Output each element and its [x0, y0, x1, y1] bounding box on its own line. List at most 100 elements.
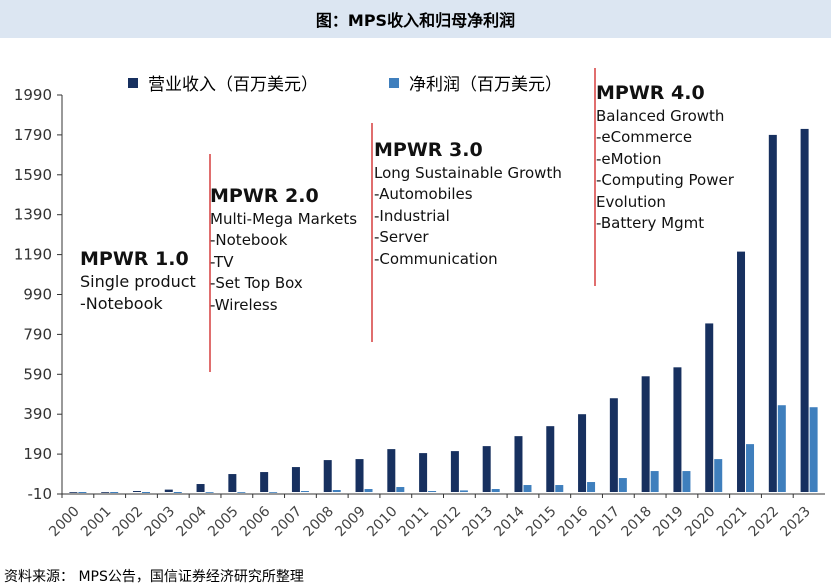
x-tick-label: 2010	[364, 504, 401, 541]
profit-bar	[428, 491, 437, 493]
era-item: -TV	[210, 252, 234, 271]
revenue-bar	[641, 376, 650, 493]
era-item: Evolution	[596, 192, 666, 211]
profit-bar	[777, 405, 786, 493]
revenue-bar	[673, 367, 682, 493]
revenue-bar	[355, 459, 364, 493]
y-tick-label: 590	[23, 365, 52, 383]
x-tick-label: 2021	[714, 504, 751, 541]
y-tick-label: 990	[23, 286, 52, 304]
era-item: -Server	[374, 228, 429, 246]
era-item: -Computing Power	[596, 171, 734, 189]
era-mpwr-1: MPWR 1.0 Single product -Notebook	[80, 247, 196, 315]
profit-bar	[173, 492, 182, 494]
profit-bar	[237, 492, 246, 493]
profit-bar	[746, 444, 755, 493]
era-subtitle: Multi-Mega Markets	[210, 210, 358, 228]
y-tick-label: 1990	[14, 86, 52, 104]
revenue-bar	[291, 467, 300, 493]
profit-bar	[110, 492, 119, 494]
x-tick-label: 2012	[428, 504, 465, 541]
revenue-bar	[800, 128, 809, 493]
profit-bar	[650, 471, 659, 493]
profit-bar	[587, 482, 596, 493]
revenue-bar	[164, 489, 173, 493]
x-tick-label: 2002	[110, 504, 147, 541]
chart-title: 图：MPS收入和归母净利润	[315, 11, 516, 30]
era-title: MPWR 3.0	[374, 139, 483, 161]
x-tick-label: 2017	[587, 504, 624, 541]
profit-bar	[364, 489, 373, 493]
x-tick-label: 2011	[396, 504, 433, 541]
y-tick-label: 1790	[14, 126, 52, 144]
revenue-bar	[514, 436, 523, 493]
revenue-bar	[546, 426, 555, 493]
revenue-bar	[69, 492, 78, 493]
profit-bar	[141, 492, 150, 494]
legend-profit-label: 净利润（百万美元）	[409, 75, 562, 95]
x-tick-label: 2023	[777, 504, 814, 541]
profit-bar	[714, 459, 723, 493]
x-tick-label: 2007	[269, 504, 306, 541]
profit-bar	[618, 478, 627, 493]
legend-profit: 净利润（百万美元）	[389, 70, 562, 95]
era-item: -Set Top Box	[210, 274, 303, 292]
y-tick-label: -10	[28, 485, 53, 503]
era-item: -Communication	[374, 249, 498, 268]
revenue-profit-chart: -10 190 390 590 790 990 1190 1390 1590 1790 1990 20…	[14, 68, 825, 541]
profit-bar	[78, 492, 87, 494]
era-mpwr-3: MPWR 3.0 Long Sustainable Growth -Automo…	[374, 138, 562, 270]
profit-bar	[396, 487, 405, 493]
y-tick-label: 390	[23, 405, 52, 423]
revenue-bar	[578, 414, 587, 493]
era-item: -Automobiles	[374, 185, 473, 203]
legend-profit-swatch	[389, 77, 399, 88]
x-tick-label: 2018	[618, 504, 655, 541]
chart-title-bar: 图：MPS收入和归母净利润	[0, 0, 831, 38]
era-item: -Notebook	[210, 231, 288, 249]
revenue-bar	[228, 474, 237, 493]
era-subtitle: Single product	[80, 272, 196, 291]
y-tick-label: 1590	[14, 166, 52, 184]
era-mpwr-2: MPWR 2.0 Multi-Mega Markets -Notebook -T…	[210, 184, 357, 316]
x-tick-label: 2004	[173, 503, 210, 540]
profit-bar	[300, 491, 309, 493]
revenue-bar	[387, 449, 396, 493]
x-tick-label: 2006	[237, 503, 274, 540]
era-item: -eCommerce	[596, 128, 693, 146]
revenue-bar	[737, 251, 746, 493]
x-tick-label: 2009	[332, 504, 369, 541]
era-title: MPWR 4.0	[596, 82, 705, 104]
era-item: -Wireless	[210, 295, 278, 314]
revenue-bar	[768, 134, 777, 493]
revenue-bar	[101, 492, 110, 493]
revenue-bar	[196, 484, 205, 493]
y-tick-label: 790	[23, 325, 52, 343]
y-tick-label: 1190	[14, 246, 52, 264]
x-tick-label: 2022	[746, 504, 783, 541]
profit-bar	[682, 471, 691, 493]
revenue-bar	[132, 491, 141, 493]
x-tick-label: 2014	[491, 503, 528, 540]
y-tick-label: 190	[23, 445, 52, 463]
era-item: -Industrial	[374, 206, 450, 225]
y-tick-label: 1390	[14, 206, 52, 224]
source-note: 资料来源： MPS公告，国信证券经济研究所整理	[4, 569, 304, 585]
x-tick-label: 2020	[682, 504, 719, 541]
profit-bar	[491, 489, 500, 493]
profit-bar	[523, 485, 532, 493]
revenue-bar	[419, 453, 428, 493]
legend-revenue-label: 营业收入（百万美元）	[148, 75, 318, 95]
era-title: MPWR 1.0	[80, 248, 189, 270]
x-tick-label: 2003	[142, 504, 179, 541]
profit-bar	[269, 492, 278, 493]
era-item: -Notebook	[80, 294, 163, 313]
x-tick-label: 2001	[78, 504, 115, 541]
legend-revenue-swatch	[128, 77, 138, 88]
profit-bar	[459, 490, 468, 493]
x-tick-label: 2005	[205, 504, 242, 541]
profit-bar	[205, 492, 214, 493]
era-mpwr-4: MPWR 4.0 Balanced Growth -eCommerce -eMo…	[596, 81, 734, 235]
revenue-bar	[450, 451, 459, 493]
x-tick-label: 2013	[460, 504, 497, 541]
